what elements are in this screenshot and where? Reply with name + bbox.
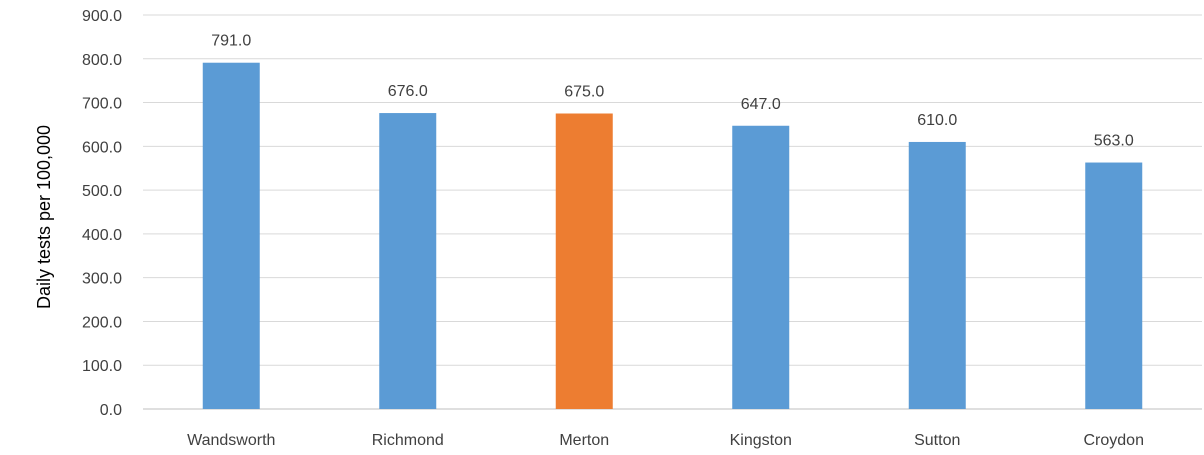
x-tick-label: Kingston: [730, 432, 792, 449]
y-tick-label: 500.0: [82, 183, 122, 200]
x-tick-label: Merton: [559, 432, 609, 449]
x-tick-label: Sutton: [914, 432, 960, 449]
bars: [202, 62, 1143, 410]
bar-richmond: [379, 113, 437, 409]
y-tick-label: 300.0: [82, 271, 122, 288]
bar-merton: [555, 113, 613, 409]
y-tick-label: 0.0: [100, 402, 122, 419]
x-tick-label: Croydon: [1084, 432, 1144, 449]
y-tick-label: 700.0: [82, 96, 122, 113]
data-label: 647.0: [741, 96, 781, 113]
y-tick-label: 900.0: [82, 8, 122, 25]
data-label: 676.0: [388, 83, 428, 100]
y-tick-label: 400.0: [82, 227, 122, 244]
y-tick-label: 600.0: [82, 139, 122, 156]
y-tick-label: 100.0: [82, 358, 122, 375]
data-label: 563.0: [1094, 133, 1134, 150]
data-labels: 791.0 676.0 675.0 647.0 610.0 563.0: [211, 33, 1134, 150]
y-tick-label: 800.0: [82, 52, 122, 69]
gridlines: [143, 14, 1202, 410]
bar-croydon: [1085, 162, 1143, 409]
y-tick-label: 200.0: [82, 314, 122, 331]
x-tick-labels: Wandsworth Richmond Merton Kingston Sutton Cr…: [187, 432, 1144, 449]
bar-sutton: [908, 141, 966, 409]
data-label: 675.0: [564, 84, 604, 101]
bar-wandsworth: [202, 62, 260, 410]
y-tick-labels: 0.0 100.0 200.0 300.0 400.0 500.0 600.0 700.0 80…: [82, 8, 122, 419]
x-tick-label: Wandsworth: [187, 432, 275, 449]
data-label: 791.0: [211, 33, 251, 50]
y-axis-label: Daily tests per 100,000: [34, 125, 54, 309]
bar-kingston: [732, 125, 790, 409]
x-tick-label: Richmond: [372, 432, 444, 449]
data-label: 610.0: [917, 112, 957, 129]
